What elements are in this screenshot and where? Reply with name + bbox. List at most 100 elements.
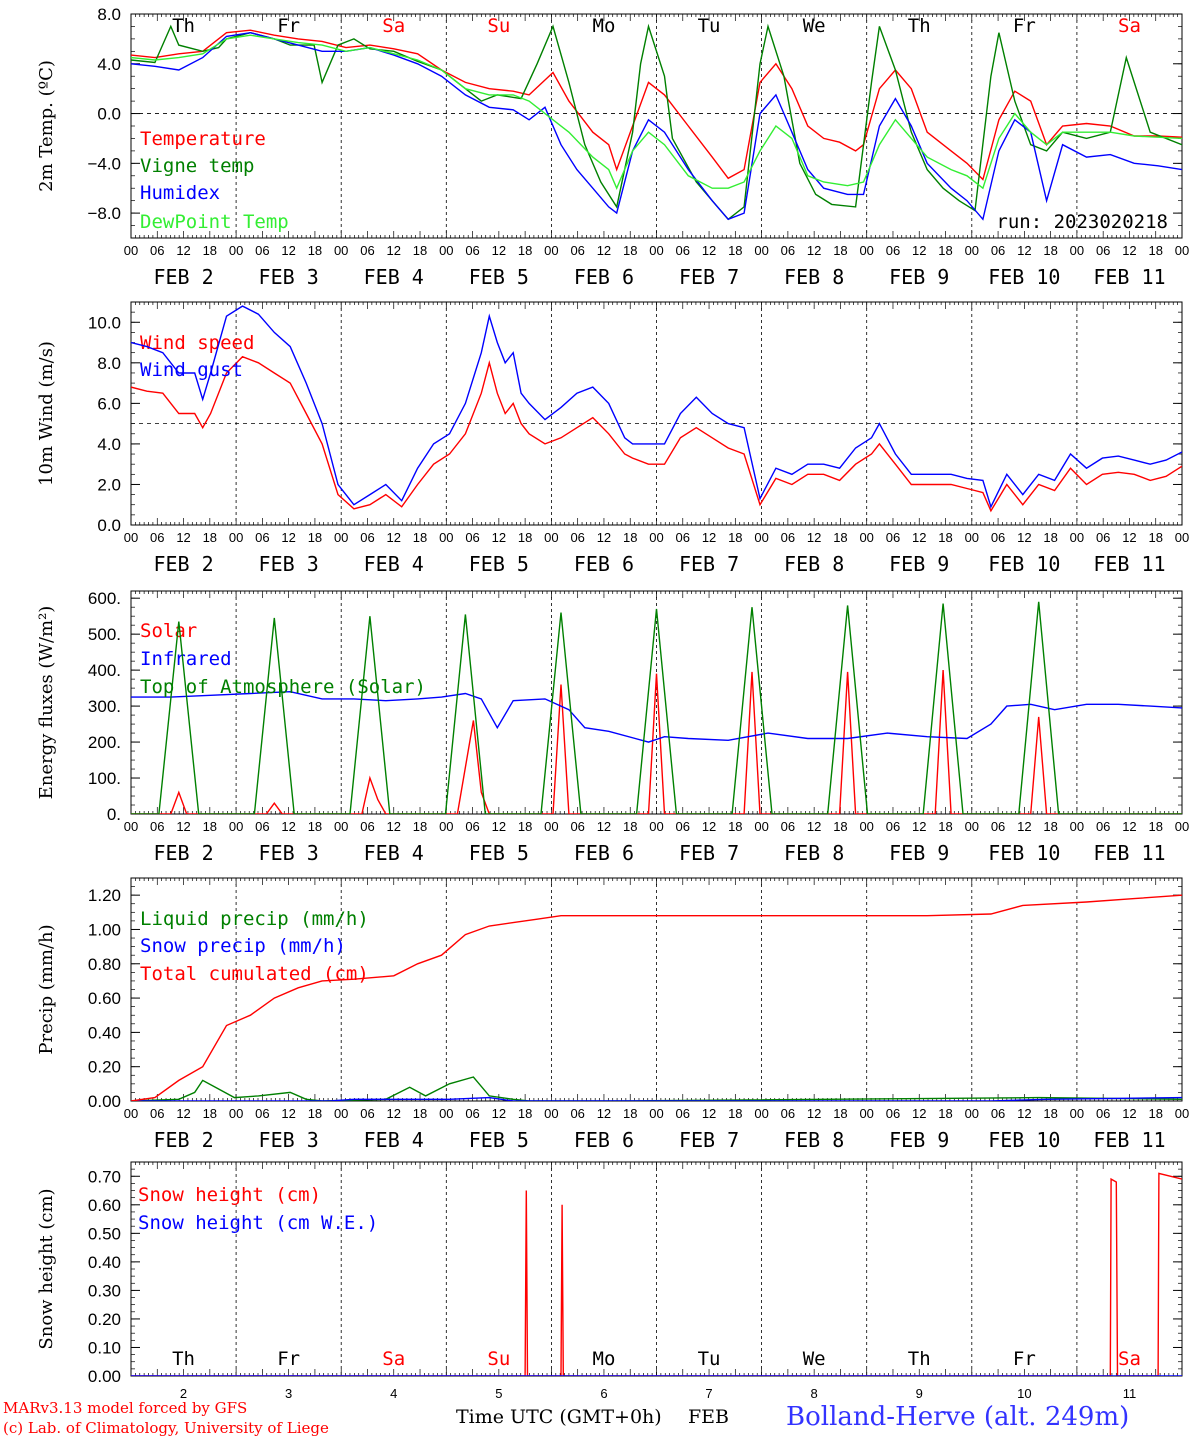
date-label: FEB 6 bbox=[574, 552, 634, 576]
date-label: FEB 3 bbox=[259, 841, 319, 865]
hour-tick-label: 00 bbox=[1175, 819, 1189, 834]
day-number-label: 4 bbox=[390, 1386, 397, 1401]
energy-panel: 0. 100. 200. 300. 400. 500. 600. Energy fluxes … bbox=[36, 589, 1189, 865]
y-tick-label: 0.50 bbox=[88, 1224, 121, 1243]
series-line-total-cumulated-cm- bbox=[131, 894, 1182, 1101]
date-label: FEB 11 bbox=[1093, 552, 1165, 576]
hour-tick-label: 00 bbox=[649, 1106, 663, 1121]
hour-tick-label: 00 bbox=[1070, 1106, 1084, 1121]
hour-tick-label: 00 bbox=[124, 243, 138, 258]
date-label: FEB 6 bbox=[574, 265, 634, 289]
hour-tick-label: 00 bbox=[124, 819, 138, 834]
hour-tick-label: 18 bbox=[728, 530, 742, 545]
hour-tick-label: 12 bbox=[702, 819, 716, 834]
y-tick-label: 300. bbox=[88, 697, 121, 716]
hour-tick-label: 18 bbox=[203, 530, 217, 545]
legend-entry: Infrared bbox=[140, 648, 232, 670]
day-number-label: 5 bbox=[495, 1386, 502, 1401]
hour-tick-label: 06 bbox=[991, 1106, 1005, 1121]
station-name: Bolland-Herve (alt. 249m) bbox=[786, 1402, 1130, 1432]
y-tick-label: 0.60 bbox=[88, 1196, 121, 1215]
hour-tick-label: 12 bbox=[492, 530, 506, 545]
hour-tick-label: 18 bbox=[1043, 530, 1057, 545]
hour-tick-label: 00 bbox=[1070, 530, 1084, 545]
hour-tick-label: 18 bbox=[518, 819, 532, 834]
weekday-label: Su bbox=[487, 1348, 510, 1370]
hour-tick-label: 06 bbox=[255, 243, 269, 258]
y-tick-label: 0. bbox=[107, 805, 121, 824]
hour-tick-label: 00 bbox=[229, 819, 243, 834]
y-tick-label: 4.0 bbox=[97, 435, 121, 454]
date-label: FEB 4 bbox=[364, 552, 424, 576]
day-number-label: 10 bbox=[1017, 1386, 1031, 1401]
hour-tick-label: 00 bbox=[229, 243, 243, 258]
y-axis-label: Energy fluxes (W/m²) bbox=[36, 606, 57, 800]
legend-entry: Liquid precip (mm/h) bbox=[140, 908, 369, 930]
hour-tick-label: 18 bbox=[308, 530, 322, 545]
y-tick-label: 0.00 bbox=[88, 1092, 121, 1111]
hour-tick-label: 12 bbox=[702, 530, 716, 545]
legend-entry: Solar bbox=[140, 620, 197, 642]
date-label: FEB 8 bbox=[784, 552, 844, 576]
date-label: FEB 3 bbox=[259, 265, 319, 289]
day-number-label: 3 bbox=[285, 1386, 292, 1401]
legend-entry: Total cumulated (cm) bbox=[140, 963, 369, 985]
wind-panel: 0.0 2.0 4.0 6.0 8.0 10.0 10m Wind (m/s) 00 06 12 1… bbox=[36, 301, 1189, 576]
hour-tick-label: 18 bbox=[623, 819, 637, 834]
hour-tick-label: 18 bbox=[938, 819, 952, 834]
y-tick-label: 0.0 bbox=[97, 105, 121, 124]
hour-tick-label: 00 bbox=[965, 819, 979, 834]
date-label: FEB 11 bbox=[1093, 265, 1165, 289]
hour-tick-label: 00 bbox=[1175, 1106, 1189, 1121]
weekday-label: Mo bbox=[593, 1348, 616, 1370]
hour-tick-label: 06 bbox=[465, 243, 479, 258]
hour-tick-label: 06 bbox=[676, 1106, 690, 1121]
y-tick-label: 0.70 bbox=[88, 1167, 121, 1186]
hour-tick-label: 12 bbox=[702, 243, 716, 258]
y-axis-label: Snow height (cm) bbox=[36, 1188, 57, 1349]
hour-tick-label: 12 bbox=[492, 243, 506, 258]
energy-frame bbox=[130, 590, 1183, 815]
hour-tick-label: 18 bbox=[833, 819, 847, 834]
hour-tick-label: 00 bbox=[649, 819, 663, 834]
y-tick-label: 1.00 bbox=[88, 920, 121, 939]
hour-tick-label: 00 bbox=[965, 1106, 979, 1121]
date-label: FEB 8 bbox=[784, 1128, 844, 1152]
date-label: FEB 7 bbox=[679, 552, 739, 576]
hour-tick-label: 06 bbox=[991, 243, 1005, 258]
hour-tick-label: 18 bbox=[203, 819, 217, 834]
hour-tick-label: 06 bbox=[465, 530, 479, 545]
hour-tick-label: 18 bbox=[1148, 1106, 1162, 1121]
hour-tick-label: 12 bbox=[1122, 530, 1136, 545]
date-label: FEB 7 bbox=[679, 1128, 739, 1152]
hour-tick-label: 12 bbox=[597, 1106, 611, 1121]
legend-entry: DewPoint Temp bbox=[140, 211, 289, 233]
hour-tick-label: 00 bbox=[1175, 530, 1189, 545]
weekday-label: Th bbox=[172, 1348, 195, 1370]
hour-tick-label: 00 bbox=[544, 1106, 558, 1121]
date-label: FEB 6 bbox=[574, 1128, 634, 1152]
weekday-label: Th bbox=[908, 15, 931, 37]
hour-tick-label: 06 bbox=[781, 1106, 795, 1121]
hour-tick-label: 18 bbox=[1043, 1106, 1057, 1121]
hour-tick-label: 12 bbox=[281, 819, 295, 834]
hour-tick-label: 18 bbox=[728, 819, 742, 834]
hour-tick-label: 12 bbox=[492, 819, 506, 834]
hour-tick-label: 06 bbox=[255, 1106, 269, 1121]
hour-tick-label: 06 bbox=[150, 243, 164, 258]
time-axis-label: Time UTC (GMT+0h) bbox=[456, 1406, 662, 1428]
date-label: FEB 6 bbox=[574, 841, 634, 865]
hour-tick-label: 12 bbox=[281, 1106, 295, 1121]
date-label: FEB 10 bbox=[988, 1128, 1060, 1152]
hour-tick-label: 06 bbox=[150, 530, 164, 545]
series-line-temperature bbox=[131, 29, 1182, 181]
hour-tick-label: 06 bbox=[255, 530, 269, 545]
y-tick-label: 8.0 bbox=[97, 5, 121, 24]
date-label: FEB 5 bbox=[469, 552, 529, 576]
hour-tick-label: 18 bbox=[1148, 530, 1162, 545]
hour-tick-label: 18 bbox=[413, 1106, 427, 1121]
lab-credit: (c) Lab. of Climatology, University of L… bbox=[3, 1419, 329, 1437]
hour-tick-label: 06 bbox=[676, 530, 690, 545]
date-label: FEB 2 bbox=[153, 841, 213, 865]
y-tick-label: 0.60 bbox=[88, 989, 121, 1008]
